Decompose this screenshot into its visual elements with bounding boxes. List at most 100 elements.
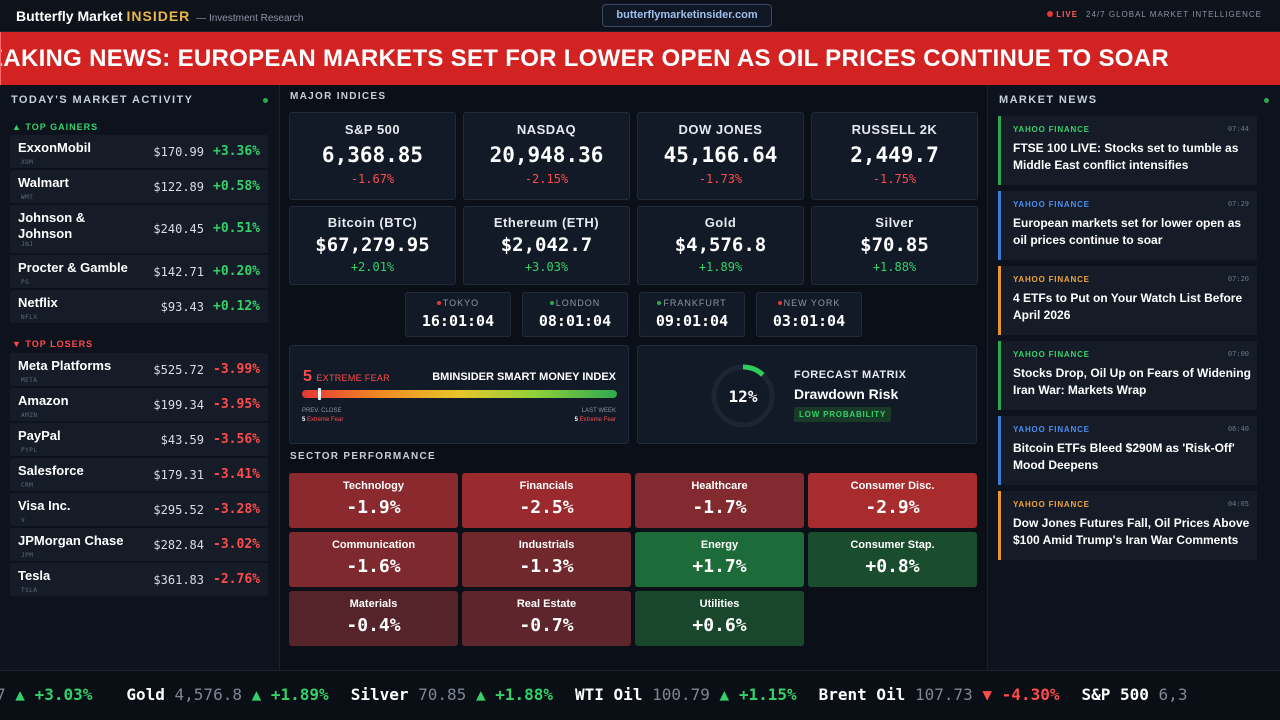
index-card[interactable]: RUSSELL 2K 2,449.7 -1.75% xyxy=(811,112,978,200)
stock-ticker: NFLX xyxy=(21,314,38,321)
stock-row[interactable]: Salesforce CRM $179.31 -3.41% xyxy=(10,458,268,491)
index-value: $2,042.7 xyxy=(500,234,593,256)
news-source: YAHOO FINANCE xyxy=(1013,200,1090,209)
stock-row[interactable]: ExxonMobil XOM $170.99 +3.36% xyxy=(10,135,268,168)
world-clock: TOKYO 16:01:04 xyxy=(405,292,511,337)
index-value: $4,576.8 xyxy=(674,234,767,256)
stock-row[interactable]: Walmart WMT $122.89 +0.58% xyxy=(10,170,268,203)
clock-time: 08:01:04 xyxy=(538,312,612,330)
index-card[interactable]: Gold $4,576.8 +1.89% xyxy=(637,206,804,285)
stock-change: +3.36% xyxy=(213,143,260,159)
index-card[interactable]: Ethereum (ETH) $2,042.7 +3.03% xyxy=(463,206,630,285)
prev-close-block: PREV. CLOSE 5 Extreme Fear xyxy=(302,407,343,425)
brand-accent: INSIDER xyxy=(126,8,191,24)
stock-ticker: TSLA xyxy=(21,587,38,594)
sector-tile[interactable]: Consumer Disc. -2.9% xyxy=(808,473,977,528)
sector-tile[interactable]: Communication -1.6% xyxy=(289,532,458,587)
sector-name: Real Estate xyxy=(516,598,577,610)
world-clock: FRANKFURT 09:01:04 xyxy=(639,292,745,337)
forecast-matrix-card[interactable]: 12% FORECAST MATRIX Drawdown Risk LOW PR… xyxy=(637,345,977,444)
index-value: 2,449.7 xyxy=(850,143,939,167)
news-time: 07:20 xyxy=(1227,275,1249,283)
site-url[interactable]: butterflymarketinsider.com xyxy=(602,4,772,27)
stock-price: $282.84 xyxy=(153,537,204,552)
ticker-item[interactable]: Silver 70.85 ▲ +1.88% xyxy=(351,685,553,704)
news-item[interactable]: YAHOO FINANCE 04:05 Dow Jones Futures Fall… xyxy=(998,491,1257,560)
stock-row[interactable]: Meta Platforms META $525.72 -3.99% xyxy=(10,353,268,386)
sector-tile[interactable]: Real Estate -0.7% xyxy=(462,591,631,646)
sector-change: -2.9% xyxy=(865,497,920,518)
ticker-item[interactable]: WTI Oil 100.79 ▲ +1.15% xyxy=(575,685,797,704)
stock-row[interactable]: Netflix NFLX $93.43 +0.12% xyxy=(10,290,268,323)
stock-row[interactable]: Procter & Gamble PG $142.71 +0.20% xyxy=(10,255,268,288)
news-source: YAHOO FINANCE xyxy=(1013,425,1090,434)
price-ticker: 7 ▲ +3.03% Gold 4,576.8 ▲ +1.89% Silver 70… xyxy=(0,670,1280,720)
stock-price: $240.45 xyxy=(153,222,204,236)
ticker-item[interactable]: 7 ▲ +3.03% xyxy=(0,685,92,704)
brand-logo[interactable]: Butterfly Market INSIDER — Investment Re… xyxy=(16,8,303,24)
sector-tile[interactable]: Energy +1.7% xyxy=(635,532,804,587)
smart-money-index-card[interactable]: 5 EXTREME FEAR BMINSIDER SMART MONEY IND… xyxy=(289,345,629,444)
breaking-news-banner[interactable]: EAKING NEWS: EUROPEAN MARKETS SET FOR LO… xyxy=(0,32,1280,85)
sector-tile[interactable]: Materials -0.4% xyxy=(289,591,458,646)
index-card[interactable]: S&P 500 6,368.85 -1.67% xyxy=(289,112,456,200)
sector-change: +0.8% xyxy=(865,556,920,577)
stock-name: Netflix xyxy=(18,295,58,310)
top-bar: Butterfly Market INSIDER — Investment Re… xyxy=(0,0,1280,32)
index-value: $67,279.95 xyxy=(315,234,430,256)
last-week-label: LAST WEEK xyxy=(581,408,616,414)
sector-tile[interactable]: Utilities +0.6% xyxy=(635,591,804,646)
up-arrow-icon: ▲ xyxy=(15,685,25,704)
stock-row[interactable]: JPMorgan Chase JPM $282.84 -3.02% xyxy=(10,528,268,561)
prev-close-value: 5 xyxy=(302,417,306,423)
prev-close-label: PREV. CLOSE xyxy=(302,408,342,414)
sector-tile[interactable]: Healthcare -1.7% xyxy=(635,473,804,528)
sector-change: -1.3% xyxy=(519,556,574,577)
sector-tile[interactable]: Consumer Stap. +0.8% xyxy=(808,532,977,587)
news-item[interactable]: YAHOO FINANCE 07:00 Stocks Drop, Oil Up on… xyxy=(998,341,1257,410)
top-gainers-label: ▲ TOP GAINERS xyxy=(12,122,99,132)
sector-change: -1.7% xyxy=(692,497,747,518)
ticker-name: Brent Oil xyxy=(818,685,906,704)
stock-row[interactable]: Tesla TSLA $361.83 -2.76% xyxy=(10,563,268,596)
clock-city: TOKYO xyxy=(406,298,510,308)
stock-change: +0.51% xyxy=(213,221,260,236)
stock-row[interactable]: PayPal PYPL $43.59 -3.56% xyxy=(10,423,268,456)
sector-change: -0.4% xyxy=(346,615,401,636)
sector-name: Consumer Disc. xyxy=(850,480,935,492)
stock-price: $199.34 xyxy=(153,397,204,412)
index-card[interactable]: Bitcoin (BTC) $67,279.95 +2.01% xyxy=(289,206,456,285)
news-item[interactable]: YAHOO FINANCE 06:40 Bitcoin ETFs Bleed $29… xyxy=(998,416,1257,485)
index-card[interactable]: DOW JONES 45,166.64 -1.73% xyxy=(637,112,804,200)
market-activity-title: TODAY'S MARKET ACTIVITY xyxy=(11,94,194,106)
ticker-item[interactable]: Brent Oil 107.73 ▼ -4.30% xyxy=(819,685,1060,704)
news-time: 07:00 xyxy=(1227,350,1249,358)
stock-row[interactable]: Johnson & Johnson JNJ $240.45 +0.51% xyxy=(10,205,268,253)
news-item[interactable]: YAHOO FINANCE 07:44 FTSE 100 LIVE: Stocks … xyxy=(998,116,1257,185)
index-card[interactable]: NASDAQ 20,948.36 -2.15% xyxy=(463,112,630,200)
index-card[interactable]: Silver $70.85 +1.88% xyxy=(811,206,978,285)
index-name: Silver xyxy=(875,215,914,230)
stock-name: Visa Inc. xyxy=(18,498,71,513)
ticker-price: 107.73 xyxy=(914,685,973,704)
stock-price: $142.71 xyxy=(153,264,204,279)
ticker-change: +1.89% xyxy=(270,685,329,704)
stock-row[interactable]: Visa Inc. V $295.52 -3.28% xyxy=(10,493,268,526)
sector-tile[interactable]: Financials -2.5% xyxy=(462,473,631,528)
sector-name: Utilities xyxy=(699,598,740,610)
stock-change: -3.02% xyxy=(213,536,260,552)
stock-row[interactable]: Amazon AMZN $199.34 -3.95% xyxy=(10,388,268,421)
index-change: -1.67% xyxy=(350,172,395,186)
ticker-item[interactable]: S&P 500 6,3 xyxy=(1081,685,1187,704)
clock-city-name: NEW YORK xyxy=(783,298,841,308)
sector-tile[interactable]: Technology -1.9% xyxy=(289,473,458,528)
stock-change: -3.95% xyxy=(213,396,260,412)
news-item[interactable]: YAHOO FINANCE 07:29 European markets set f… xyxy=(998,191,1257,260)
ticker-item[interactable]: Gold 4,576.8 ▲ +1.89% xyxy=(126,685,328,704)
sector-tile[interactable]: Industrials -1.3% xyxy=(462,532,631,587)
sector-change: -0.7% xyxy=(519,615,574,636)
news-item[interactable]: YAHOO FINANCE 07:20 4 ETFs to Put on Your … xyxy=(998,266,1257,335)
sector-name: Consumer Stap. xyxy=(850,539,935,551)
stock-price: $93.43 xyxy=(160,299,204,314)
ticker-change: +1.15% xyxy=(738,685,797,704)
